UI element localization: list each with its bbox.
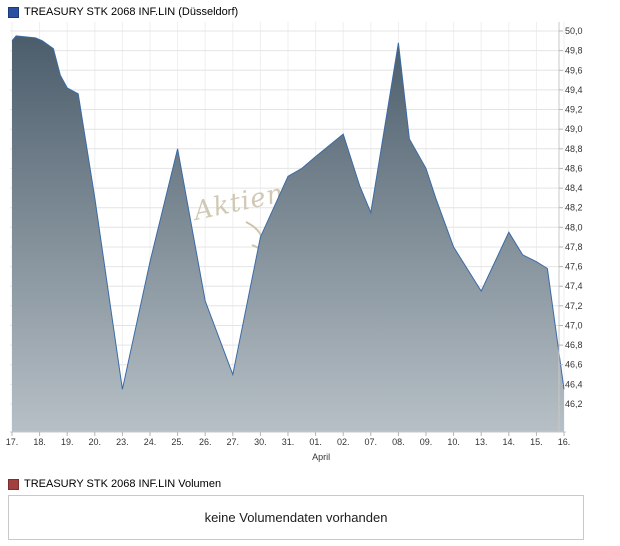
y-axis-tick-label: 47,8 <box>565 242 583 252</box>
y-axis-tick-label: 48,0 <box>565 222 583 232</box>
x-axis-tick-label: 15. <box>530 437 543 447</box>
y-axis-tick-label: 48,2 <box>565 203 583 213</box>
y-axis-tick-label: 49,2 <box>565 105 583 115</box>
x-axis-tick-label: 25. <box>171 437 184 447</box>
x-axis-tick-label: 01. <box>309 437 322 447</box>
volume-series-title: TREASURY STK 2068 INF.LIN Volumen <box>24 478 222 490</box>
x-axis-tick-label: 07. <box>365 437 378 447</box>
price-chart: Aktien 50,049,849,649,449,249,048,848,64… <box>6 22 583 462</box>
y-axis-tick-label: 46,6 <box>565 360 583 370</box>
y-axis-tick-label: 48,4 <box>565 183 583 193</box>
price-area-series <box>11 35 565 433</box>
x-axis-tick-label: 18. <box>33 437 46 447</box>
price-area-fill <box>12 35 564 433</box>
price-series-header: TREASURY STK 2068 INF.LIN (Düsseldorf) <box>0 0 620 20</box>
x-axis-tick-label: 27. <box>227 437 240 447</box>
y-axis-tick-label: 47,6 <box>565 262 583 272</box>
y-axis-tick-label: 50,0 <box>565 26 583 36</box>
x-axis-tick-label: 13. <box>475 437 488 447</box>
x-axis-tick-label: 17. <box>6 437 19 447</box>
y-axis-tick-label: 48,8 <box>565 144 583 154</box>
x-axis-tick-label: 30. <box>254 437 267 447</box>
y-axis-tick-label: 49,4 <box>565 85 583 95</box>
x-axis-tick-label: 24. <box>144 437 157 447</box>
x-axis-tick-label: 31. <box>282 437 295 447</box>
x-axis-tick-label: 20. <box>89 437 102 447</box>
y-axis-tick-label: 49,6 <box>565 65 583 75</box>
x-axis-tick-label: 26. <box>199 437 212 447</box>
y-axis-tick-label: 47,4 <box>565 281 583 291</box>
x-axis-tick-label: 14. <box>503 437 516 447</box>
y-axis-tick-label: 48,6 <box>565 163 583 173</box>
y-axis-tick-label: 46,4 <box>565 379 583 389</box>
x-axis-tick-label: 10. <box>447 437 460 447</box>
volume-series-marker-icon <box>8 478 19 490</box>
volume-no-data-message: keine Volumendaten vorhanden <box>204 510 388 525</box>
price-series-marker-icon <box>8 6 19 18</box>
x-axis-tick-label: 23. <box>116 437 129 447</box>
y-axis-tick-label: 47,0 <box>565 321 583 331</box>
y-axis-tick-label: 46,8 <box>565 340 583 350</box>
price-line <box>11 35 565 390</box>
x-axis-month-label: April <box>312 452 330 462</box>
y-axis-tick-label: 46,2 <box>565 399 583 409</box>
price-series-title: TREASURY STK 2068 INF.LIN (Düsseldorf) <box>24 6 239 18</box>
volume-series-header: TREASURY STK 2068 INF.LIN Volumen <box>0 472 620 492</box>
chart-axes: 50,0 49,8 49,6 49,4 49,2 49,0 48,8 48,6 48,4 48,2… <box>6 22 583 462</box>
x-axis-tick-label: 02. <box>337 437 350 447</box>
x-axis-tick-label: 08. <box>392 437 405 447</box>
x-axis-tick-label: 16. <box>558 437 571 447</box>
x-axis-tick-label: 09. <box>420 437 433 447</box>
x-axis-tick-label: 19. <box>61 437 74 447</box>
y-axis-tick-label: 49,0 <box>565 124 583 134</box>
y-axis-tick-label: 49,8 <box>565 46 583 56</box>
y-axis-tick-label: 47,2 <box>565 301 583 311</box>
volume-no-data-panel: keine Volumendaten vorhanden <box>8 495 584 540</box>
